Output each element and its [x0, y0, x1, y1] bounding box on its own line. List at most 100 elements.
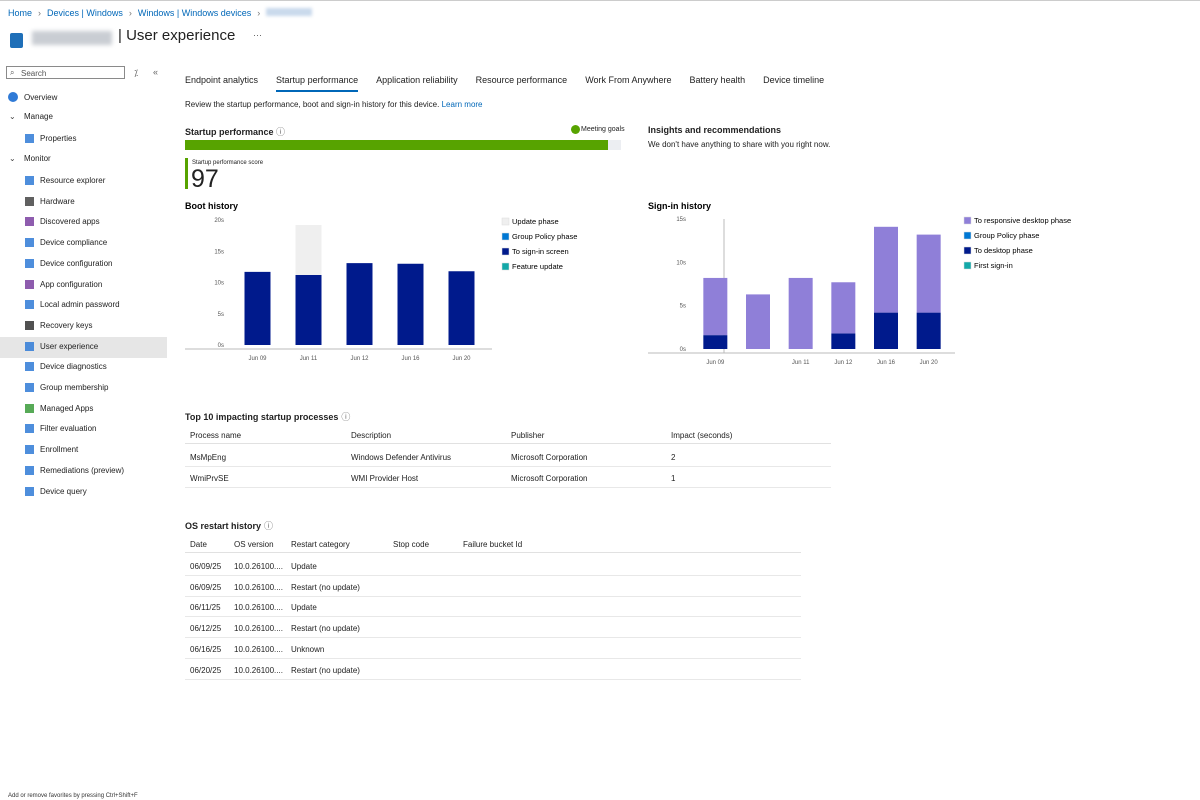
cell: Update [291, 562, 317, 571]
tab[interactable]: Application reliability [376, 75, 458, 85]
legend-swatch [963, 216, 972, 225]
nav-item[interactable]: Hardware [40, 196, 75, 206]
footer: Add or remove favorites by pressing Ctrl… [8, 793, 138, 799]
legend-swatch [963, 261, 972, 270]
bar-segment [831, 333, 856, 349]
x-tick-label: Jun 11 [792, 360, 810, 366]
cell: 10.0.26100.... [234, 603, 283, 613]
cell: Microsoft Corporation [511, 474, 588, 483]
nav-item[interactable]: Local admin password [40, 300, 120, 310]
cell: 06/16/25 [190, 644, 222, 654]
nav-icon [25, 341, 34, 351]
tab[interactable]: Startup performance [276, 75, 359, 92]
cell: 2 [671, 453, 676, 462]
cell: Unknown [291, 644, 325, 654]
column-header: Restart category [291, 540, 350, 549]
nav-item[interactable]: Properties [40, 134, 77, 143]
nav-item[interactable]: App configuration [40, 279, 103, 289]
score-label: Startup performance score [192, 160, 264, 166]
nav-item[interactable]: Enrollment [40, 445, 79, 455]
y-tick-label: 0s [680, 347, 686, 353]
table-heading-text: OS restart history [185, 521, 262, 531]
intro-text: Review the startup performance, boot and… [185, 100, 440, 109]
nav-item[interactable]: Managed Apps [40, 403, 94, 413]
column-header: Impact (seconds) [671, 431, 733, 440]
nav-item[interactable]: Device compliance [40, 238, 108, 248]
tab[interactable]: Work From Anywhere [585, 75, 672, 85]
bar-segment [874, 226, 898, 313]
cell: 10.0.26100.... [234, 562, 283, 571]
y-tick-label: 5s [680, 304, 686, 310]
table-heading: OS restart history ⓘ [185, 519, 273, 532]
nav-item[interactable]: Overview [24, 93, 58, 102]
nav-item[interactable]: Remediations (preview) [40, 465, 125, 475]
search-placeholder: Search [21, 69, 47, 78]
startup-heading-text: Startup performance [185, 127, 274, 137]
row-rule [185, 466, 831, 467]
nav-icon [25, 445, 34, 455]
nav-item[interactable]: Device query [40, 486, 87, 496]
cell: WMI Provider Host [351, 474, 419, 483]
collapse-filter[interactable]: ⁒ [134, 68, 139, 78]
y-tick-label: 10s [676, 260, 686, 266]
tab[interactable]: Resource performance [475, 75, 568, 85]
nav-item[interactable]: Device diagnostics [40, 362, 107, 372]
tab[interactable]: Device timeline [763, 75, 825, 85]
breadcrumb-link[interactable]: Home [8, 8, 33, 18]
table-heading-text: Top 10 impacting startup processes [185, 412, 339, 422]
bar-segment [874, 312, 898, 349]
startup-heading: Startup performance ⓘ [185, 127, 286, 137]
nav-item[interactable]: Recovery keys [40, 320, 93, 330]
search-box[interactable]: Search ⌕ [6, 66, 125, 79]
nav-icon [25, 258, 34, 268]
bar-segment [346, 263, 373, 345]
nav-group[interactable]: Manage [24, 112, 53, 121]
tab-bar: Endpoint analytics Startup performance App… [185, 75, 824, 92]
status-text: Meeting goals [581, 126, 625, 133]
nav-item[interactable]: Device configuration [40, 258, 113, 268]
nav-item[interactable]: User experience [40, 341, 99, 351]
breadcrumb-sep: › [38, 8, 42, 18]
y-tick-label: 0s [218, 343, 224, 349]
learn-more[interactable]: Learn more [441, 100, 483, 109]
bar-segment [916, 234, 941, 313]
y-tick-label: 15s [676, 217, 686, 223]
x-tick-label: Jun 12 [834, 360, 853, 366]
row-rule [185, 487, 831, 488]
legend-label: To sign-in screen [512, 247, 569, 256]
x-tick-label: Jun 16 [401, 356, 420, 362]
breadcrumb-sep: › [257, 8, 261, 18]
collapse-sidebar[interactable]: « [153, 67, 159, 77]
nav-item[interactable]: Resource explorer [40, 176, 106, 185]
breadcrumb-link[interactable]: Devices | Windows [47, 8, 123, 18]
chart-title: Boot history [185, 201, 238, 211]
column-header: Stop code [393, 540, 430, 549]
row-rule [185, 616, 801, 618]
nav-icon [25, 300, 34, 310]
nav-icon [25, 176, 34, 185]
legend-swatch [501, 232, 510, 241]
insights-text: We don't have anything to share with you… [648, 140, 831, 149]
column-header: Publisher [511, 431, 545, 440]
more-button[interactable]: ··· [253, 30, 262, 40]
nav-group[interactable]: Monitor [24, 154, 51, 163]
legend-swatch [963, 231, 972, 240]
nav-item[interactable]: Discovered apps [40, 217, 100, 227]
nav-icon [8, 92, 18, 102]
breadcrumb-link[interactable]: Windows | Windows devices [137, 8, 252, 18]
legend-label: First sign-in [974, 261, 1013, 270]
cell: 10.0.26100.... [234, 665, 283, 675]
nav-icon [25, 383, 34, 392]
nav-item[interactable]: Filter evaluation [40, 424, 97, 434]
legend-label: Feature update [512, 262, 563, 271]
nav-icon [25, 486, 34, 496]
column-header: Description [351, 431, 392, 440]
tab[interactable]: Endpoint analytics [185, 75, 259, 85]
cell: Restart (no update) [291, 582, 360, 592]
score-accent [185, 158, 188, 189]
column-header: Date [190, 540, 207, 549]
legend-label: To responsive desktop phase [974, 216, 1071, 225]
nav-item[interactable]: Group membership [40, 383, 109, 392]
group-chevron: ⌄ [9, 154, 16, 163]
tab[interactable]: Battery health [689, 75, 746, 85]
